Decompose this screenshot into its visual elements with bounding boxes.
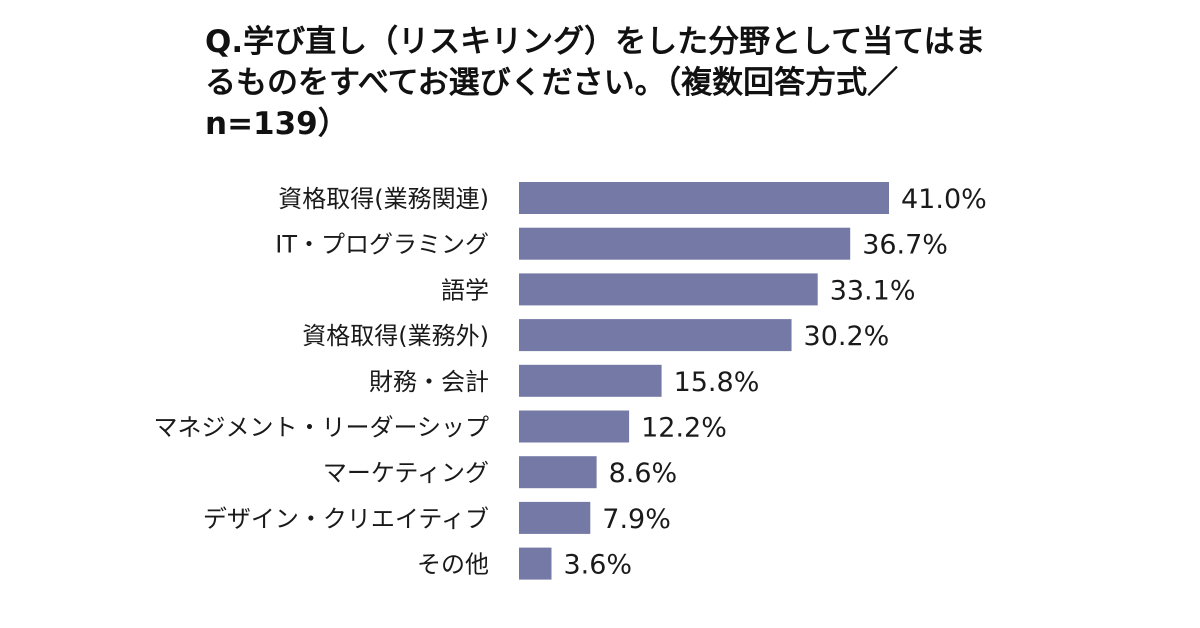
category-label: 語学 bbox=[441, 276, 489, 304]
value-label: 12.2% bbox=[641, 413, 727, 444]
bar bbox=[519, 273, 818, 306]
category-label: その他 bbox=[417, 551, 489, 579]
chart-title-line-3: n=139） bbox=[205, 106, 349, 142]
category-label: 資格取得(業務関連) bbox=[278, 185, 489, 213]
value-label: 30.2% bbox=[804, 321, 890, 352]
chart-title-line-1: Q.学び直し（リスキリング）をした分野として当てはま bbox=[205, 24, 986, 60]
chart-title: Q.学び直し（リスキリング）をした分野として当てはま るものをすべてお選びくださ… bbox=[205, 22, 1035, 145]
bar bbox=[519, 227, 851, 260]
category-label: 財務・会計 bbox=[369, 368, 489, 396]
bar bbox=[519, 501, 591, 534]
value-label: 15.8% bbox=[674, 367, 760, 398]
bar bbox=[519, 182, 889, 214]
bar bbox=[519, 456, 597, 489]
chart-title-line-2: るものをすべてお選びください。（複数回答方式／ bbox=[205, 65, 899, 101]
bar bbox=[519, 364, 662, 397]
category-label: 資格取得(業務外) bbox=[302, 322, 489, 350]
value-label: 7.9% bbox=[602, 504, 671, 535]
bar bbox=[519, 319, 792, 352]
category-label: マーケティング bbox=[323, 459, 489, 487]
category-label: デザイン・クリエイティブ bbox=[203, 505, 489, 533]
value-label: 36.7% bbox=[862, 230, 948, 261]
value-label: 8.6% bbox=[609, 458, 678, 489]
value-label: 41.0% bbox=[901, 184, 987, 215]
category-label: マネジメント・リーダーシップ bbox=[153, 414, 489, 442]
value-label: 3.6% bbox=[563, 550, 632, 581]
value-label: 33.1% bbox=[830, 275, 916, 306]
category-label: IT・プログラミング bbox=[275, 231, 489, 259]
bar bbox=[519, 410, 630, 443]
bar bbox=[519, 547, 552, 580]
